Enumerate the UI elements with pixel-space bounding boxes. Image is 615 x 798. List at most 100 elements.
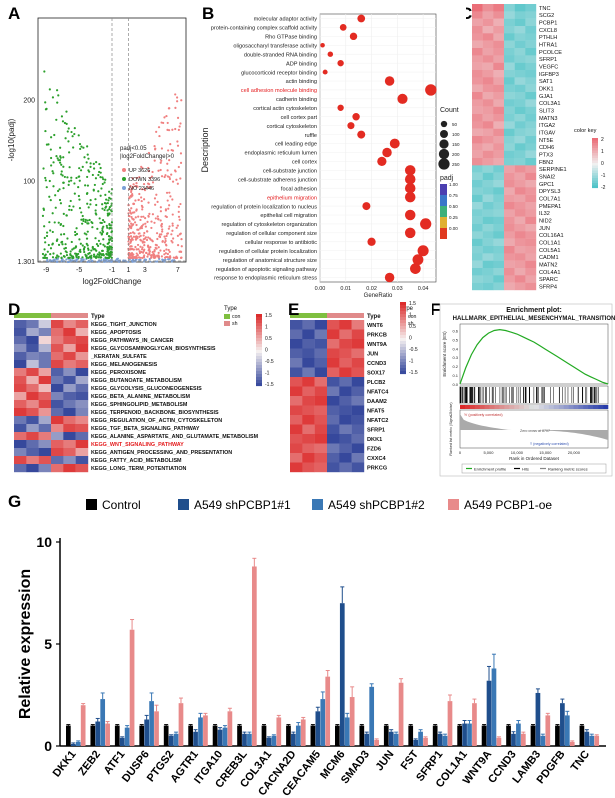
point-up [141, 205, 144, 209]
heat-cell [327, 453, 340, 463]
point-down [83, 156, 86, 159]
point-up [164, 237, 167, 240]
point-up [160, 225, 163, 228]
heat-cell [26, 456, 39, 465]
heat-cell [26, 440, 39, 449]
heat-cell [525, 33, 537, 41]
dot [389, 138, 400, 149]
heat-cell [472, 209, 483, 217]
point-up [132, 218, 135, 221]
category-label: cell leading edge [275, 142, 317, 148]
point-down [87, 157, 90, 160]
legend-title: color key [574, 128, 597, 134]
bar [271, 735, 277, 746]
heat-cell [525, 106, 537, 115]
heat-cell [302, 415, 315, 425]
legend-ramp [400, 302, 406, 306]
point-down [102, 243, 105, 246]
point-down [91, 226, 94, 229]
legend-padj-label: 0.50 [449, 204, 458, 209]
category-label: cell cortex part [281, 115, 318, 121]
point-up [162, 121, 165, 125]
bar [119, 737, 125, 746]
heat-cell [339, 329, 352, 340]
heat-cell [493, 48, 505, 56]
row-label: DKK1 [539, 87, 554, 93]
heat-cell [482, 106, 494, 115]
legend-ramp [256, 374, 262, 378]
legend-tick: 0.5 [265, 336, 272, 342]
point-down [51, 212, 54, 215]
point-down [52, 185, 55, 188]
row-label: PRKCB [367, 332, 387, 338]
point-up [176, 144, 180, 147]
point-down [68, 208, 71, 211]
point-down [99, 171, 102, 174]
heat-cell [290, 339, 303, 349]
legend-ramp [256, 317, 262, 321]
point-down [61, 243, 64, 246]
bar [594, 735, 600, 746]
point-down [48, 221, 51, 224]
heat-cell [14, 456, 27, 465]
point-down [96, 244, 100, 248]
heat-cell [525, 238, 537, 247]
heat-cell [482, 260, 494, 269]
type-bar-sh [327, 313, 364, 318]
bar [447, 701, 453, 746]
point-down [68, 256, 71, 259]
heat-cell [314, 339, 328, 349]
bar [472, 703, 477, 746]
point-up [168, 176, 171, 179]
point-up [164, 174, 167, 177]
heat-cell [482, 253, 494, 261]
point-up [146, 220, 149, 224]
point-down [57, 94, 60, 97]
point-down [69, 253, 72, 256]
legend-ramp [400, 338, 406, 342]
point-down [64, 243, 67, 246]
heat-cell [472, 246, 483, 254]
point-down [99, 194, 102, 197]
point-up [170, 173, 173, 176]
heat-cell [504, 260, 515, 269]
legend-ramp [592, 163, 598, 166]
heat-cell [351, 377, 365, 387]
heat-cell [482, 40, 494, 49]
legend-entry: A549 shPCBP1#1 [194, 498, 291, 512]
heat-cell [14, 432, 27, 441]
point-down [63, 175, 66, 179]
row-label: KEGG_FATTY_ACID_METABOLISM [91, 458, 182, 464]
point-down [67, 180, 71, 183]
heat-cell [504, 180, 515, 188]
heat-cell [351, 367, 365, 378]
point-down [86, 219, 89, 222]
x-tick-label: TNC [569, 748, 592, 773]
panel-label-e: E [288, 300, 300, 319]
category-label: cell-substrate junction [263, 169, 317, 175]
point-up [166, 169, 169, 172]
row-label: IL32 [539, 211, 550, 217]
heat-cell [51, 376, 64, 385]
heat-cell [75, 448, 89, 457]
point-down [75, 252, 78, 255]
heat-cell [51, 328, 64, 337]
point-up [168, 191, 171, 194]
category-label: regulation of cytoskeleton organization [222, 222, 317, 228]
heat-cell [38, 352, 52, 361]
bar [276, 717, 282, 746]
legend-tick: 0 [601, 161, 604, 167]
point-up [127, 214, 130, 218]
heat-cell [327, 339, 340, 349]
heat-cell [339, 358, 352, 368]
point-down [51, 96, 55, 99]
point-down [49, 253, 52, 256]
heat-cell [504, 62, 515, 71]
panel-b: B molecular adaptor activity protein-cont… [198, 0, 466, 298]
legend-ramp [256, 326, 262, 330]
point-down [85, 237, 89, 240]
point-up [155, 130, 158, 133]
point-up [139, 245, 142, 248]
legend-ramp [256, 338, 262, 342]
point-up [171, 222, 174, 225]
